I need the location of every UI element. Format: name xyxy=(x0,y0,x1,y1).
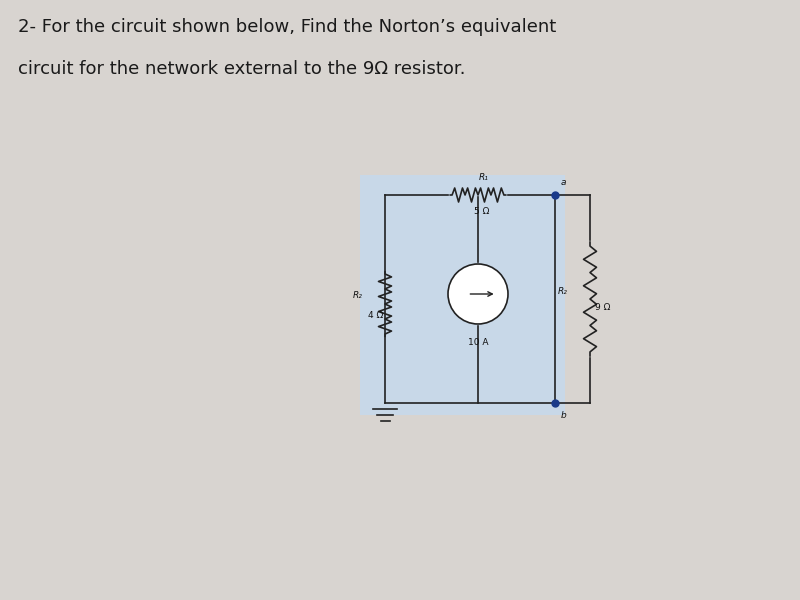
Circle shape xyxy=(448,264,508,324)
Text: R₂: R₂ xyxy=(353,292,363,301)
Text: 5 Ω: 5 Ω xyxy=(474,207,490,216)
Text: 9 Ω: 9 Ω xyxy=(595,302,610,311)
Text: a: a xyxy=(561,178,566,187)
Text: b: b xyxy=(561,411,566,420)
Text: 4 Ω: 4 Ω xyxy=(368,311,383,320)
Text: R₁: R₁ xyxy=(479,173,489,182)
Text: R₂: R₂ xyxy=(558,286,568,295)
Text: 2- For the circuit shown below, Find the Norton’s equivalent: 2- For the circuit shown below, Find the… xyxy=(18,18,556,36)
Text: circuit for the network external to the 9Ω resistor.: circuit for the network external to the … xyxy=(18,60,466,78)
Text: 10 A: 10 A xyxy=(468,338,488,347)
Bar xyxy=(360,175,565,415)
